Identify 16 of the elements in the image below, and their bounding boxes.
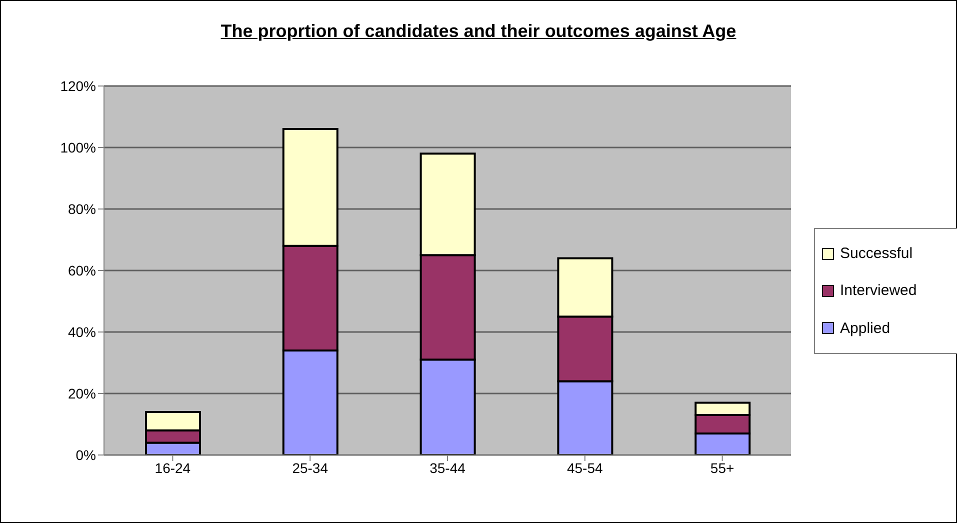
y-tick-label: 20% <box>68 385 96 402</box>
y-tick-label: 0% <box>76 446 96 463</box>
legend-label: Applied <box>840 320 890 337</box>
x-tick-label: 55+ <box>710 460 734 476</box>
x-tick-label: 35-44 <box>430 460 466 476</box>
y-tick-label: 80% <box>68 200 96 217</box>
legend-label: Interviewed <box>840 282 917 300</box>
y-tick-label: 100% <box>60 139 96 156</box>
y-tick-label: 120% <box>60 78 96 94</box>
x-tick-label: 45-54 <box>566 460 604 476</box>
x-tick-label: 16-24 <box>154 460 191 476</box>
x-tick-label: 25-34 <box>292 460 328 476</box>
y-tick-label: 40% <box>68 324 96 340</box>
legend-label: Successful <box>840 245 913 262</box>
y-tick-label: 60% <box>68 262 96 278</box>
chart-title: The proprtion of candidates and their outcomes against Age <box>220 21 738 42</box>
